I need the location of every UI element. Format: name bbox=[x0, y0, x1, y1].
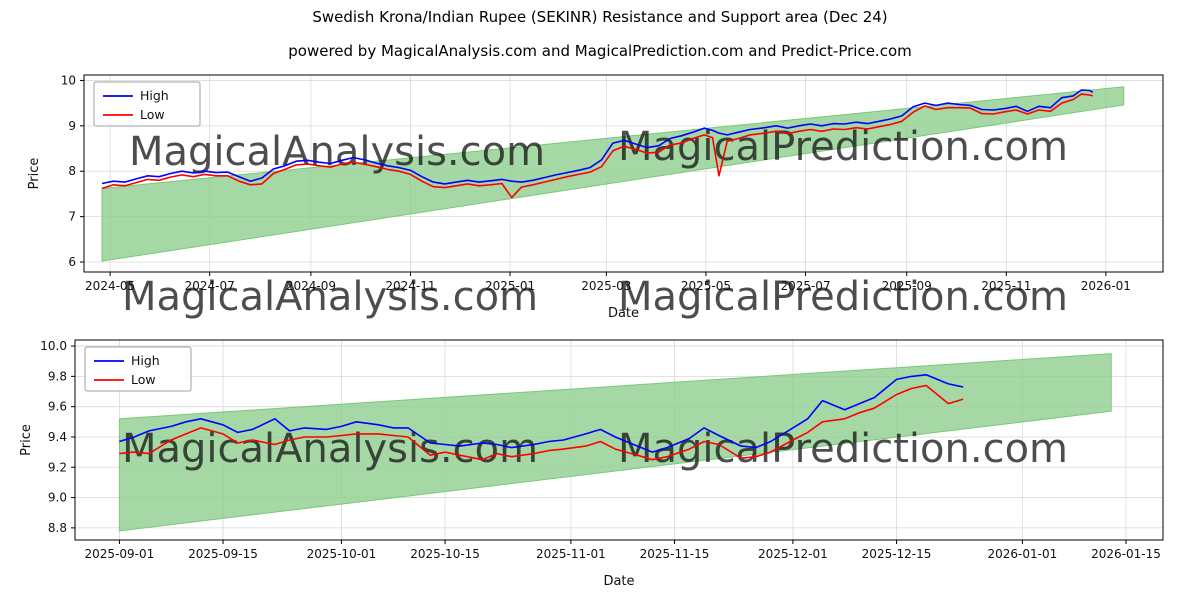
svg-text:Low: Low bbox=[140, 107, 165, 122]
y-axis-label: Price bbox=[19, 424, 34, 456]
plot-frame bbox=[83, 74, 1164, 273]
svg-text:2025-09: 2025-09 bbox=[882, 279, 932, 293]
svg-text:2025-10-01: 2025-10-01 bbox=[307, 547, 377, 561]
svg-text:2025-09-15: 2025-09-15 bbox=[188, 547, 258, 561]
plot-frame bbox=[74, 339, 1164, 541]
legend: High Low bbox=[93, 81, 201, 127]
svg-text:High: High bbox=[131, 353, 160, 368]
chart-subtitle: powered by MagicalAnalysis.com and Magic… bbox=[288, 42, 912, 60]
svg-text:2024-07: 2024-07 bbox=[185, 279, 235, 293]
svg-text:2025-03: 2025-03 bbox=[581, 279, 631, 293]
high-line bbox=[119, 373, 964, 453]
watermark-text: MagicalPrediction.com bbox=[618, 426, 1068, 472]
svg-text:2024-09: 2024-09 bbox=[286, 279, 336, 293]
svg-text:2026-01-01: 2026-01-01 bbox=[987, 547, 1057, 561]
svg-text:2024-11: 2024-11 bbox=[385, 279, 435, 293]
x-axis-label: Date bbox=[603, 574, 634, 589]
y-axis-label: Price bbox=[27, 158, 42, 190]
svg-text:2025-11-15: 2025-11-15 bbox=[640, 547, 710, 561]
bottom-chart: MagicalAnalysis.com MagicalPrediction.com… bbox=[19, 339, 1164, 589]
svg-text:Low: Low bbox=[131, 372, 156, 387]
low-line bbox=[119, 384, 964, 461]
svg-text:2024-05: 2024-05 bbox=[85, 279, 135, 293]
svg-text:9.2: 9.2 bbox=[48, 460, 67, 474]
svg-text:2025-11-01: 2025-11-01 bbox=[536, 547, 606, 561]
legend: High Low bbox=[84, 346, 192, 392]
x-axis: 2025-09-01 2025-09-15 2025-10-01 2025-10-15… bbox=[85, 540, 1161, 561]
low-line bbox=[101, 93, 1094, 199]
svg-text:10.0: 10.0 bbox=[40, 339, 67, 353]
svg-text:2025-07: 2025-07 bbox=[780, 279, 830, 293]
watermark-text: MagicalPrediction.com bbox=[618, 124, 1068, 170]
svg-text:7: 7 bbox=[68, 210, 76, 224]
svg-text:2026-01: 2026-01 bbox=[1081, 279, 1131, 293]
y-axis: 6 7 8 9 10 bbox=[61, 73, 84, 269]
watermark-text: MagicalAnalysis.com bbox=[122, 426, 538, 472]
svg-text:2025-10-15: 2025-10-15 bbox=[410, 547, 480, 561]
svg-text:2025-12-15: 2025-12-15 bbox=[862, 547, 932, 561]
svg-text:2026-01-15: 2026-01-15 bbox=[1091, 547, 1161, 561]
x-axis: 2024-05 2024-07 2024-09 2024-11 2025-01 2025-… bbox=[85, 272, 1131, 293]
y-axis: 8.8 9.0 9.2 9.4 9.6 9.8 10.0 bbox=[40, 339, 75, 535]
svg-text:6: 6 bbox=[68, 255, 76, 269]
support-resistance-band bbox=[118, 353, 1112, 532]
svg-text:8.8: 8.8 bbox=[48, 521, 67, 535]
svg-text:2025-01: 2025-01 bbox=[485, 279, 535, 293]
svg-text:2025-12-01: 2025-12-01 bbox=[758, 547, 828, 561]
watermark-text: MagicalAnalysis.com bbox=[122, 274, 538, 320]
svg-text:2025-05: 2025-05 bbox=[681, 279, 731, 293]
svg-text:High: High bbox=[140, 88, 169, 103]
svg-text:9: 9 bbox=[68, 119, 76, 133]
svg-text:8: 8 bbox=[68, 164, 76, 178]
svg-text:10: 10 bbox=[61, 73, 76, 87]
watermark-text: MagicalPrediction.com bbox=[618, 274, 1068, 320]
svg-text:9.6: 9.6 bbox=[48, 400, 67, 414]
chart-title: Swedish Krona/Indian Rupee (SEKINR) Resi… bbox=[312, 8, 888, 26]
top-chart: MagicalAnalysis.com MagicalPrediction.com… bbox=[27, 73, 1164, 321]
svg-text:2025-09-01: 2025-09-01 bbox=[85, 547, 155, 561]
svg-text:9.0: 9.0 bbox=[48, 491, 67, 505]
watermark-text: MagicalAnalysis.com bbox=[129, 129, 545, 175]
svg-text:9.8: 9.8 bbox=[48, 369, 67, 383]
high-line bbox=[101, 89, 1094, 185]
svg-text:9.4: 9.4 bbox=[48, 430, 67, 444]
x-axis-label: Date bbox=[608, 306, 639, 321]
svg-text:2025-11: 2025-11 bbox=[981, 279, 1031, 293]
support-resistance-band bbox=[101, 86, 1125, 262]
